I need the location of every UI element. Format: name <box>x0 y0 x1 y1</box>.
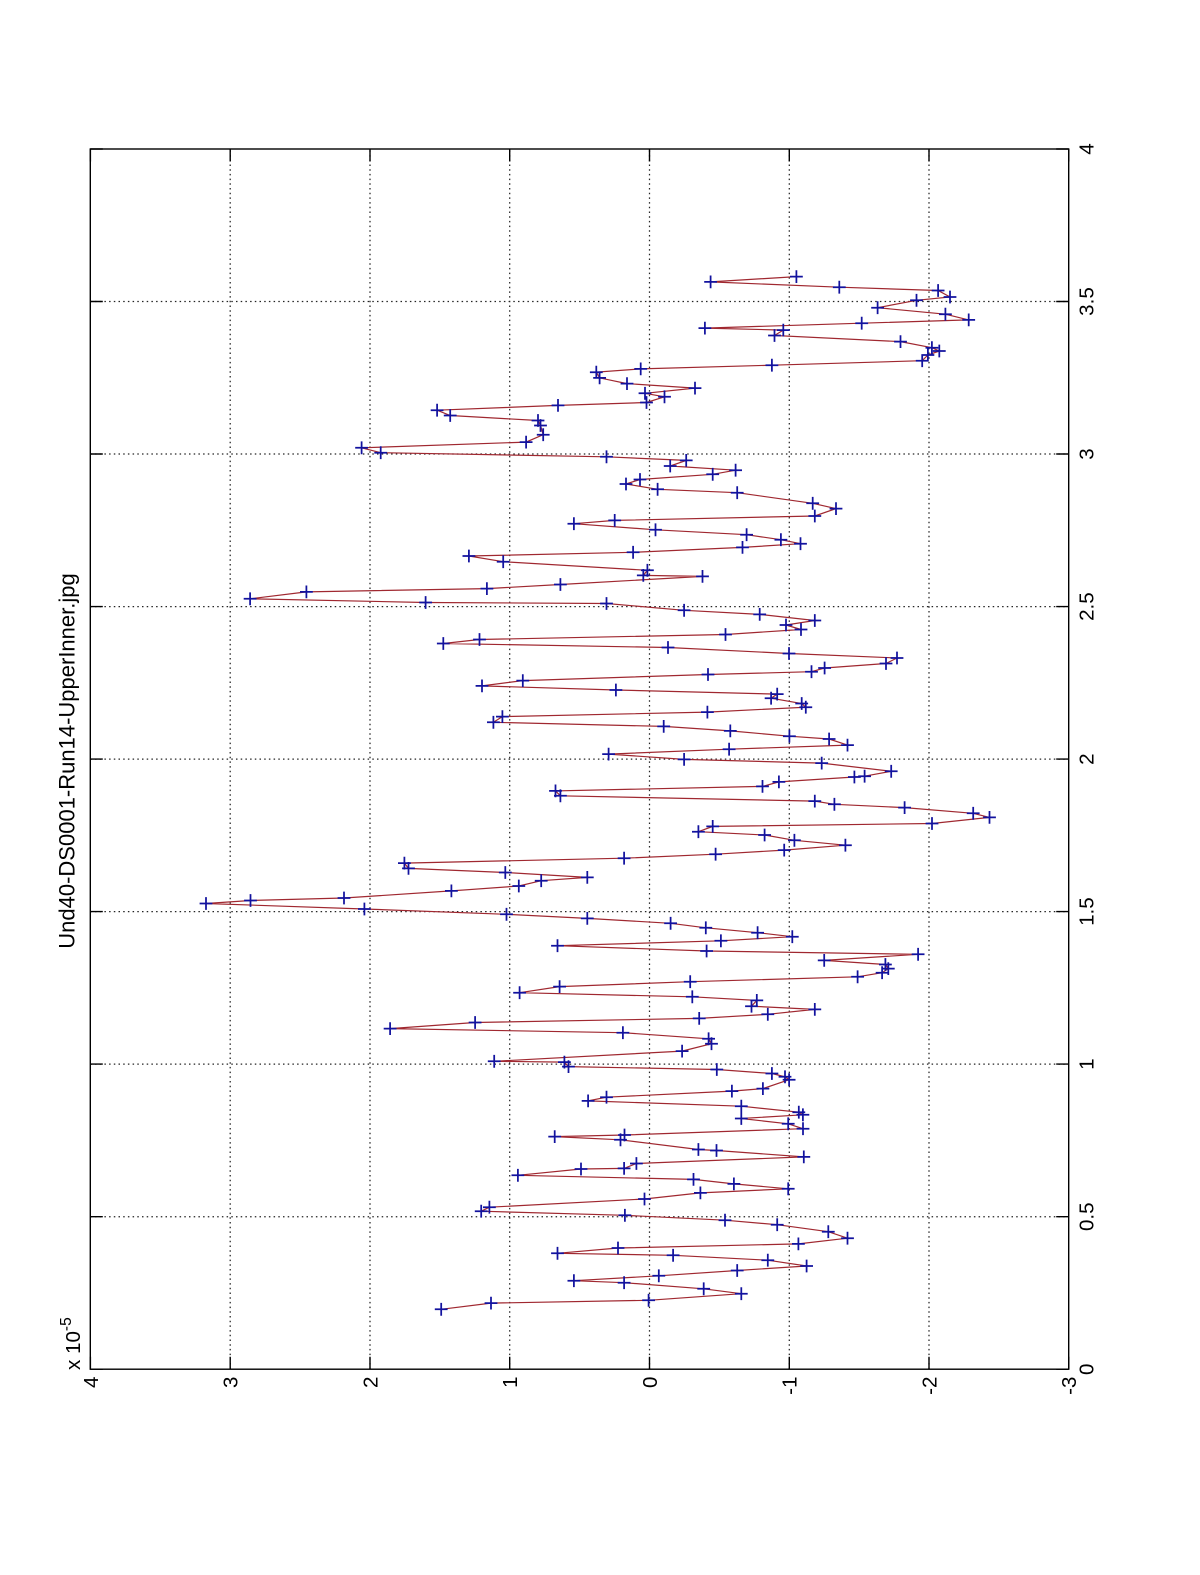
svg-text:3: 3 <box>220 1377 243 1388</box>
svg-text:-1: -1 <box>779 1377 802 1395</box>
svg-text:3.5: 3.5 <box>1076 287 1099 316</box>
svg-text:x 10-5: x 10-5 <box>58 1317 85 1370</box>
svg-text:1: 1 <box>499 1377 522 1388</box>
svg-text:Und40-DS0001-Run14-UpperInner.: Und40-DS0001-Run14-UpperInner.jpg <box>54 573 79 948</box>
svg-text:-2: -2 <box>918 1377 941 1395</box>
svg-text:1: 1 <box>1076 1058 1099 1069</box>
svg-text:4: 4 <box>1076 143 1099 154</box>
svg-text:2: 2 <box>1076 753 1099 764</box>
svg-text:1.5: 1.5 <box>1076 897 1099 926</box>
svg-text:0: 0 <box>639 1377 662 1388</box>
svg-text:2: 2 <box>359 1377 382 1388</box>
svg-text:2.5: 2.5 <box>1076 592 1099 621</box>
svg-text:3: 3 <box>1076 448 1099 459</box>
svg-text:-3: -3 <box>1058 1377 1081 1395</box>
svg-text:0: 0 <box>1076 1363 1099 1374</box>
svg-text:0.5: 0.5 <box>1076 1202 1099 1231</box>
svg-text:4: 4 <box>80 1377 103 1388</box>
